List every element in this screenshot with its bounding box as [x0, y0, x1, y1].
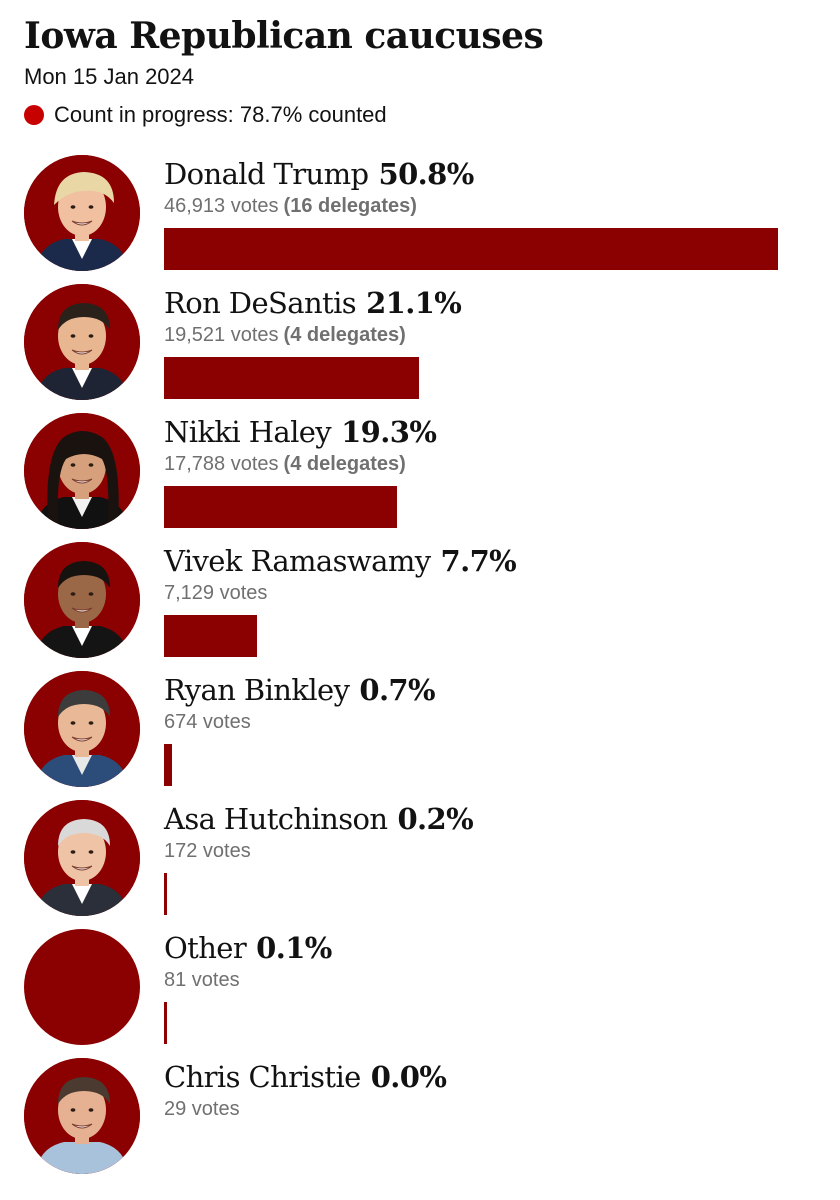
candidate-votes: 81 votes — [164, 969, 240, 991]
vote-share-bar — [164, 357, 420, 399]
candidate-votes-line: 29 votes — [164, 1095, 240, 1123]
candidate-row: Donald Trump 50.8% 46,913 votes (16 delega… — [0, 150, 840, 279]
election-date: Mon 15 Jan 2024 — [24, 64, 195, 89]
live-status-dot-icon — [24, 105, 44, 125]
candidate-percent: 0.2% — [397, 802, 474, 836]
candidate-votes: 19,521 votes — [164, 324, 279, 346]
candidate-percent: 19.3% — [341, 415, 437, 449]
candidate-heading: Vivek Ramaswamy 7.7% — [164, 541, 517, 581]
candidate-delegates: (4 delegates) — [283, 453, 406, 475]
candidate-name: Ron DeSantis — [164, 286, 357, 320]
candidate-name: Ryan Binkley — [164, 673, 350, 707]
candidate-votes-line: 19,521 votes (4 delegates) — [164, 321, 406, 349]
bar-track — [164, 1131, 778, 1173]
candidate-votes-line: 46,913 votes (16 delegates) — [164, 192, 417, 220]
ron-desantis-photo-icon — [24, 284, 140, 400]
asa-hutchinson-photo-icon — [24, 800, 140, 916]
candidate-row: Ron DeSantis 21.1% 19,521 votes (4 delegat… — [0, 279, 840, 408]
candidate-percent: 0.1% — [256, 931, 332, 965]
chart-header: Iowa Republican caucuses Mon 15 Jan 2024… — [24, 14, 814, 130]
candidate-percent: 0.7% — [359, 673, 435, 707]
candidate-percent: 21.1% — [366, 286, 462, 320]
count-status-text: Count in progress: 78.7% counted — [54, 102, 387, 127]
candidate-row: Chris Christie 0.0% 29 votes — [0, 1053, 840, 1182]
candidate-row: Vivek Ramaswamy 7.7% 7,129 votes — [0, 537, 840, 666]
nikki-haley-photo-icon — [24, 413, 140, 529]
candidate-votes: 674 votes — [164, 711, 251, 733]
candidate-delegates: (4 delegates) — [283, 324, 406, 346]
candidate-row: Other 0.1% 81 votes — [0, 924, 840, 1053]
candidate-percent: 0.0% — [370, 1060, 447, 1094]
candidate-heading: Nikki Haley 19.3% — [164, 412, 437, 452]
candidate-delegates: (16 delegates) — [283, 195, 417, 217]
candidate-name: Other — [164, 931, 247, 965]
vote-share-bar — [164, 873, 167, 915]
candidate-percent: 50.8% — [378, 157, 474, 191]
candidate-heading: Chris Christie 0.0% — [164, 1057, 447, 1097]
candidate-name: Vivek Ramaswamy — [164, 544, 431, 578]
candidate-votes-line: 172 votes — [164, 837, 251, 865]
candidate-row: Asa Hutchinson 0.2% 172 votes — [0, 795, 840, 924]
candidate-percent: 7.7% — [440, 544, 517, 578]
candidate-heading: Other 0.1% — [164, 928, 332, 968]
chris-christie-photo-icon — [24, 1058, 140, 1174]
bar-track — [164, 615, 778, 657]
vote-share-bar — [164, 486, 398, 528]
candidate-votes: 46,913 votes — [164, 195, 279, 217]
candidate-votes: 7,129 votes — [164, 582, 268, 604]
candidate-heading: Ron DeSantis 21.1% — [164, 283, 462, 323]
candidate-votes: 29 votes — [164, 1098, 240, 1120]
donald-trump-photo-icon — [24, 155, 140, 271]
candidate-heading: Asa Hutchinson 0.2% — [164, 799, 474, 839]
candidate-name: Donald Trump — [164, 157, 369, 191]
candidate-heading: Ryan Binkley 0.7% — [164, 670, 436, 710]
candidate-votes-line: 7,129 votes — [164, 579, 267, 607]
chart-title: Iowa Republican caucuses — [24, 15, 544, 57]
candidate-votes: 172 votes — [164, 840, 251, 862]
other-placeholder-circle-icon — [24, 929, 140, 1045]
candidate-name: Nikki Haley — [164, 415, 332, 449]
vivek-ramaswamy-photo-icon — [24, 542, 140, 658]
candidate-votes-line: 81 votes — [164, 966, 240, 994]
ryan-binkley-photo-icon — [24, 671, 140, 787]
candidate-heading: Donald Trump 50.8% — [164, 154, 474, 194]
bar-track — [164, 486, 778, 528]
bar-track — [164, 357, 778, 399]
candidate-name: Chris Christie — [164, 1060, 361, 1094]
vote-share-bar — [164, 615, 258, 657]
bar-track — [164, 744, 778, 786]
candidate-votes-line: 674 votes — [164, 708, 251, 736]
bar-track — [164, 228, 778, 270]
candidate-row: Ryan Binkley 0.7% 674 votes — [0, 666, 840, 795]
vote-share-bar — [164, 228, 778, 270]
bar-track — [164, 873, 778, 915]
candidate-votes: 17,788 votes — [164, 453, 279, 475]
bar-track — [164, 1002, 778, 1044]
vote-share-bar — [164, 744, 173, 786]
candidate-votes-line: 17,788 votes (4 delegates) — [164, 450, 406, 478]
candidate-name: Asa Hutchinson — [164, 802, 388, 836]
candidate-row: Nikki Haley 19.3% 17,788 votes (4 delegate… — [0, 408, 840, 537]
vote-share-bar — [164, 1002, 167, 1044]
results-list: Donald Trump 50.8% 46,913 votes (16 delega… — [0, 150, 840, 1182]
count-status: Count in progress: 78.7% counted — [24, 100, 814, 130]
